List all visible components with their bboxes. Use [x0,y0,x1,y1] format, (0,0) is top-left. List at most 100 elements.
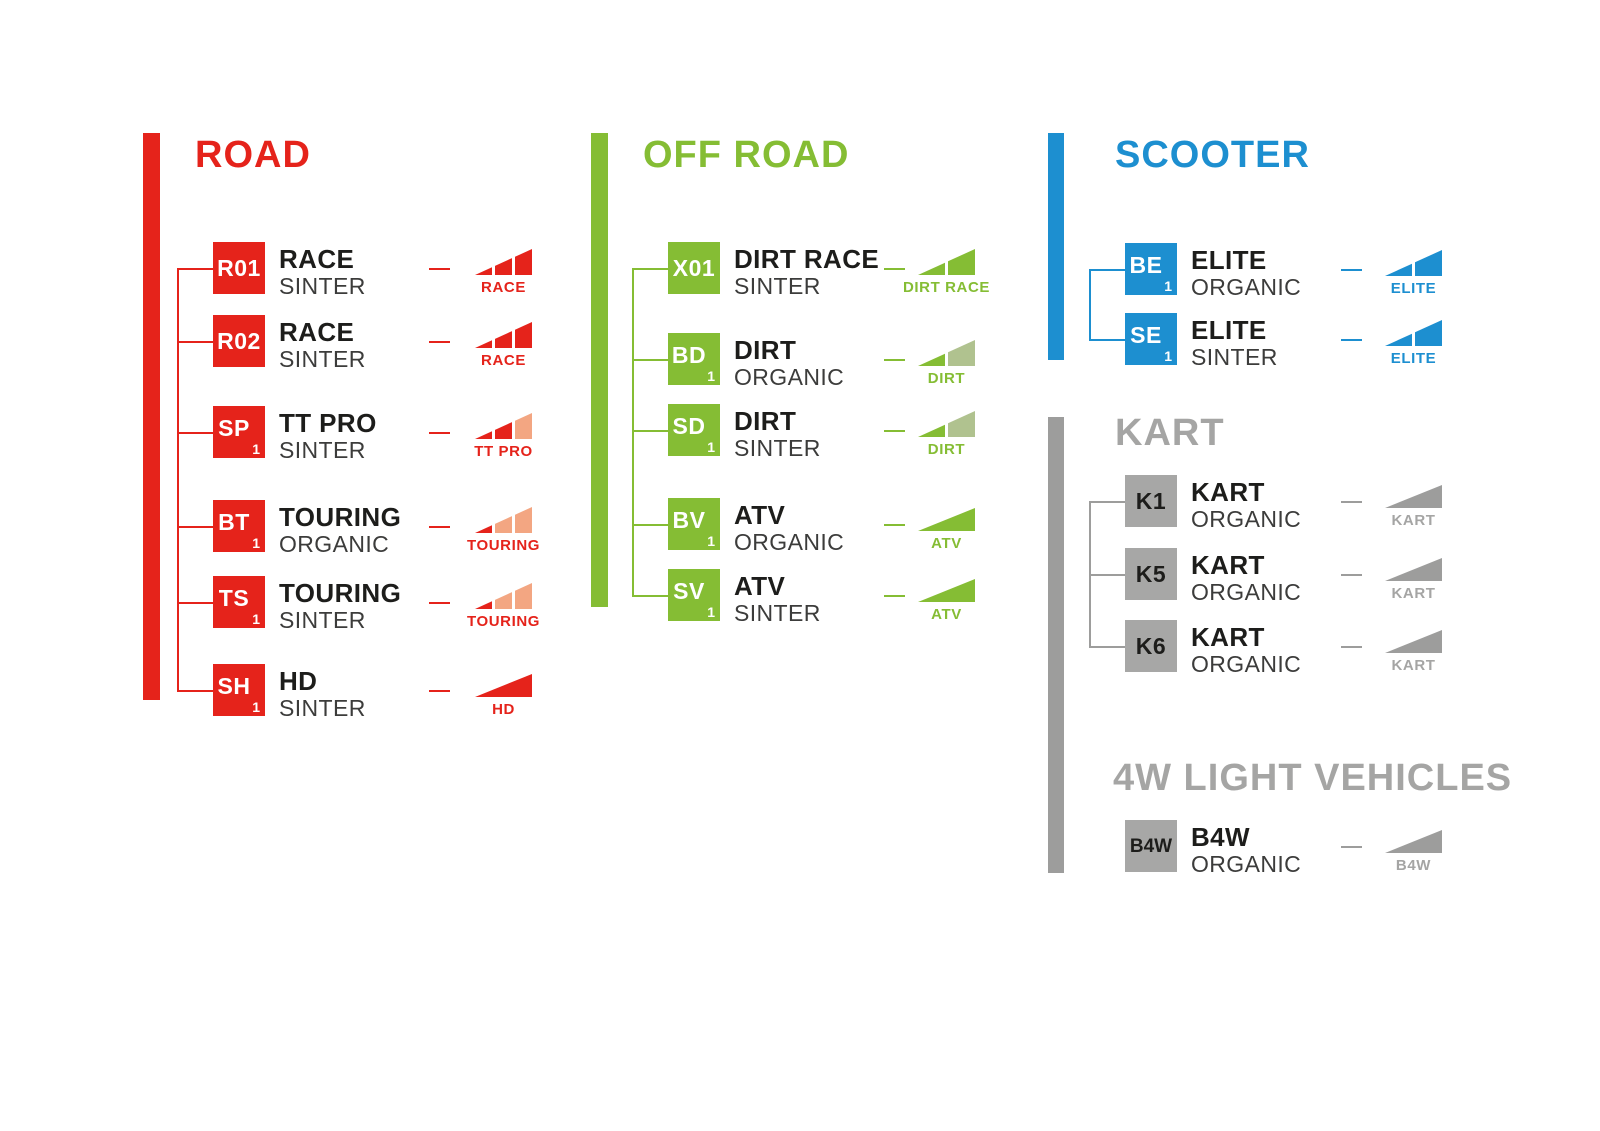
product-material: ORGANIC [1191,274,1302,300]
product-code: K1 [1135,487,1167,514]
product-material: SINTER [734,435,821,461]
wedge-icon-svg [918,508,975,531]
connector-branch-line [632,268,668,270]
performance-wedge-icon [918,503,975,531]
wedge-icon-svg [918,579,975,602]
performance-wedge-icon [918,409,975,437]
dash-line [429,268,450,270]
product-material: ORGANIC [1191,506,1302,532]
performance-icon-block: TOURING [467,581,539,629]
connector-branch-line [1089,646,1125,648]
product-code-subscript: 1 [707,533,715,549]
product-name: B4W [1191,822,1250,852]
product-code-badge: K1 [1125,475,1177,527]
dash-line [429,432,450,434]
product-material: ORGANIC [279,531,390,557]
product-code-subscript: 1 [707,368,715,384]
performance-wedge-icon [475,581,532,609]
product-row: SH 1 HD SINTER HD [213,664,553,720]
dash-line [1341,646,1362,648]
product-code-badge: TS 1 [213,576,265,628]
product-code-badge: K5 [1125,548,1177,600]
product-name: KART [1191,622,1265,652]
wedge-icon-svg [475,413,532,439]
dash-line [429,341,450,343]
product-code-subscript: 1 [707,604,715,620]
connector-branch-line [1089,339,1125,341]
performance-icon-block: ATV [918,574,975,622]
product-code-subscript: 1 [252,535,260,551]
product-row: R01 RACE SINTER RACE [213,242,553,298]
product-code: K6 [1135,632,1167,659]
dash-line [429,602,450,604]
product-code-badge: R02 [213,315,265,367]
connector-vertical-line [177,268,179,692]
performance-icon-label: ATV [931,535,962,552]
product-code: BE [1129,251,1163,278]
product-name: DIRT [734,335,797,365]
product-row: SE 1 ELITE SINTER ELITE [1125,313,1465,369]
performance-wedge-icon [1385,480,1442,508]
performance-wedge-icon [918,574,975,602]
performance-wedge-icon [1385,553,1442,581]
product-name: RACE [279,317,355,347]
performance-icon-label: ELITE [1390,280,1437,297]
connector-branch-line [177,690,213,692]
connector-branch-line [177,341,213,343]
product-code: SH [217,672,251,699]
performance-icon-block: RACE [475,247,532,296]
connector-branch-line [177,432,213,434]
offroad-section-title: OFF ROAD [643,134,850,176]
connector-vertical-line [632,268,634,597]
dash-line [1341,846,1362,848]
dash-line [1341,339,1362,341]
product-name: RACE [279,244,355,274]
performance-wedge-icon [1385,248,1442,276]
product-material: ORGANIC [1191,651,1302,677]
performance-icon-block: DIRT [918,338,975,387]
product-row: SV 1 ATV SINTER ATV [668,569,1008,625]
product-code: R02 [217,327,261,354]
performance-wedge-icon [918,247,975,275]
product-code: SE [1130,321,1162,348]
wedge-icon-svg [1385,830,1442,853]
product-material: ORGANIC [734,364,845,390]
product-row: BD 1 DIRT ORGANIC DIRT [668,333,1008,389]
connector-branch-line [1089,269,1125,271]
product-material: SINTER [279,695,366,721]
dash-line [1341,269,1362,271]
performance-wedge-icon [1385,318,1442,346]
performance-icon-label: DIRT [927,441,966,458]
product-code-badge: SH 1 [213,664,265,716]
performance-icon-block: ELITE [1385,318,1442,366]
kart-color-bar [1048,417,1064,873]
product-material: SINTER [734,600,821,626]
dash-line [1341,574,1362,576]
product-code: SV [673,577,705,604]
product-code-badge: SP 1 [213,406,265,458]
performance-icon-label: RACE [481,279,526,296]
kart-section-title: KART [1115,412,1225,454]
product-material: SINTER [279,273,366,299]
product-row: SD 1 DIRT SINTER DIRT [668,404,1008,460]
performance-icon-block: TT PRO [474,411,532,459]
product-code: SD [672,412,706,439]
dash-line [1341,501,1362,503]
product-code-badge: X01 [668,242,720,294]
connector-branch-line [632,524,668,526]
performance-icon-block: B4W [1385,825,1442,873]
product-code-subscript: 1 [707,439,715,455]
performance-icon-label: DIRT [927,370,966,387]
product-code-badge: BE 1 [1125,243,1177,295]
product-material: SINTER [279,346,366,372]
connector-branch-line [1089,501,1125,503]
product-code: TS [218,584,250,611]
product-row: K1 KART ORGANIC KART [1125,475,1465,531]
product-code-badge: SD 1 [668,404,720,456]
wedge-icon-svg [1385,250,1442,276]
